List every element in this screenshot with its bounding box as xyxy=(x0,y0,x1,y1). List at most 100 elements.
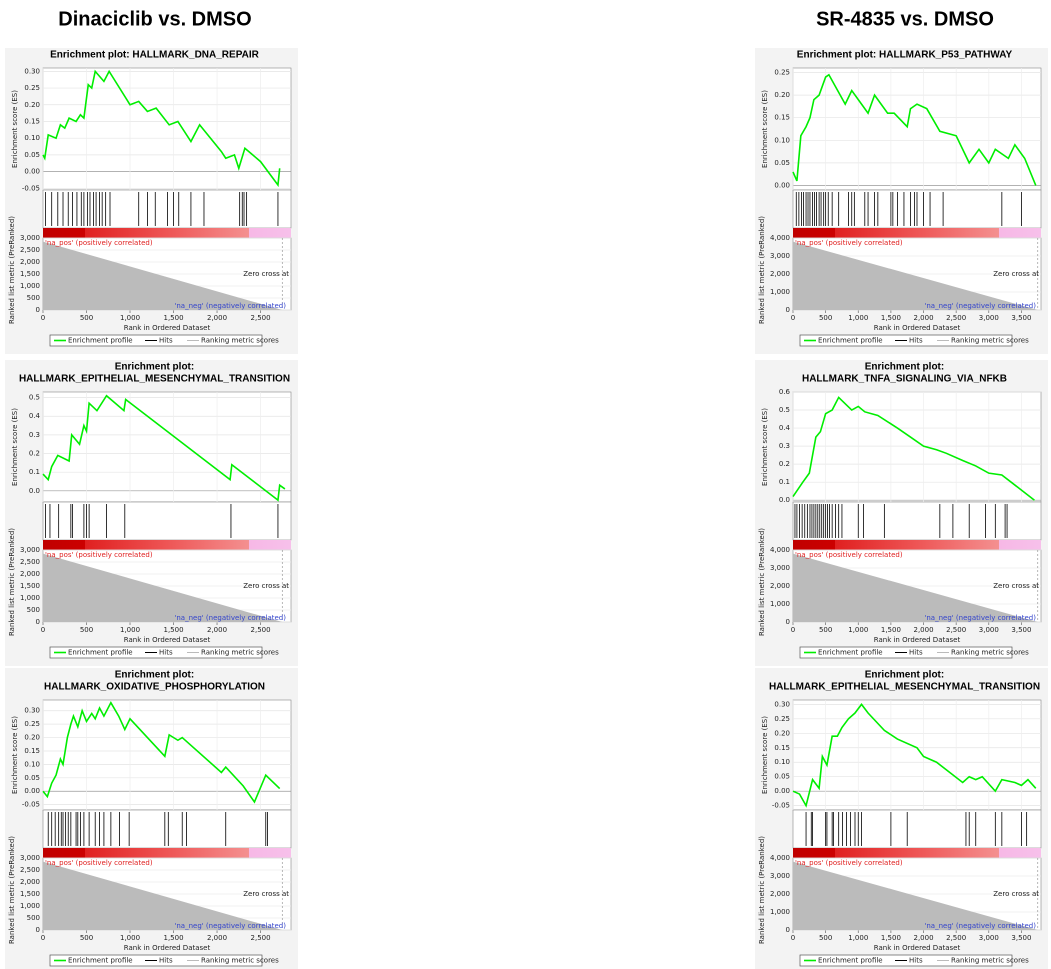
neg-label: 'na_neg' (negatively correlated) xyxy=(924,614,1036,622)
enrichment-profile xyxy=(792,396,1035,501)
y-tick-label: 2,500 xyxy=(20,558,40,566)
y-tick-label: 4,000 xyxy=(770,234,790,242)
metric-axis-label: Ranked list metric (PreRanked) xyxy=(8,216,16,324)
es-plot-area xyxy=(792,391,1042,503)
y-tick-label: 2,000 xyxy=(770,270,790,278)
chart-title: Enrichment plot: HALLMARK_P53_PATHWAY xyxy=(797,50,1013,61)
y-tick-label: -0.05 xyxy=(22,184,40,192)
metric-axis-label: Ranked list metric (PreRanked) xyxy=(758,528,766,636)
legend-label: Ranking metric scores xyxy=(951,337,1029,345)
y-tick-label: 0.2 xyxy=(29,450,40,458)
x-axis-label: Rank in Ordered Dataset xyxy=(124,944,211,952)
y-tick-label: 1,500 xyxy=(20,582,40,590)
pos-label: 'na_pos' (positively correlated) xyxy=(795,551,903,559)
x-tick-label: 1,000 xyxy=(120,934,140,942)
chart-title: HALLMARK_OXIDATIVE_PHOSPHORYLATION xyxy=(44,682,265,693)
chart-title: Enrichment plot: xyxy=(115,362,194,373)
y-tick-label: 3,000 xyxy=(770,872,790,880)
y-tick-label: 4,000 xyxy=(770,546,790,554)
rank-color-bar xyxy=(793,848,1041,858)
y-tick-label: 0.10 xyxy=(774,758,790,766)
y-tick-label: 2,000 xyxy=(770,890,790,898)
y-tick-label: 0.0 xyxy=(29,487,40,495)
y-tick-label: 0.25 xyxy=(774,715,790,723)
chart-title: Enrichment plot: xyxy=(115,670,194,681)
x-tick-label: 2,000 xyxy=(914,314,934,322)
x-tick-label: 1,500 xyxy=(164,934,184,942)
y-tick-label: 1,000 xyxy=(20,902,40,910)
x-tick-label: 3,500 xyxy=(1011,314,1031,322)
legend-label: Hits xyxy=(909,957,923,965)
y-tick-label: 0.4 xyxy=(29,412,41,420)
x-tick-label: 1,000 xyxy=(120,314,140,322)
chart-title: Enrichment plot: xyxy=(865,670,944,681)
x-tick-label: 500 xyxy=(819,626,832,634)
y-tick-label: 3,000 xyxy=(770,252,790,260)
enrichment-profile xyxy=(42,701,281,804)
x-tick-label: 500 xyxy=(819,314,832,322)
es-plot-area xyxy=(42,699,292,811)
y-axis-label: Enrichment score (ES) xyxy=(761,716,769,794)
enrichment-profile xyxy=(792,73,1037,186)
y-tick-label: 0.00 xyxy=(24,787,40,795)
hits-area xyxy=(792,501,1042,541)
zero-cross-label: Zero cross at xyxy=(993,890,1039,898)
x-axis-label: Rank in Ordered Dataset xyxy=(124,636,211,644)
legend-label: Enrichment profile xyxy=(68,337,133,345)
y-tick-label: 0.3 xyxy=(29,431,40,439)
y-axis-label: Enrichment score (ES) xyxy=(761,408,769,486)
y-tick-label: 3,000 xyxy=(20,854,40,862)
heading: Dinaciclib vs. DMSO xyxy=(58,8,251,30)
legend-label: Enrichment profile xyxy=(68,957,133,965)
neg-label: 'na_neg' (negatively correlated) xyxy=(924,922,1036,930)
neg-label: 'na_neg' (negatively correlated) xyxy=(174,922,286,930)
y-tick-label: 0.30 xyxy=(774,700,790,708)
metric-axis-label: Ranked list metric (PreRanked) xyxy=(8,528,16,636)
chart-title: HALLMARK_EPITHELIAL_MESENCHYMAL_TRANSITI… xyxy=(769,682,1040,693)
neg-label: 'na_neg' (negatively correlated) xyxy=(174,302,286,310)
x-axis-label: Rank in Ordered Dataset xyxy=(874,944,961,952)
y-tick-label: 500 xyxy=(27,294,40,302)
y-tick-label: 0.5 xyxy=(779,406,790,414)
metric-axis-label: Ranked list metric (PreRanked) xyxy=(8,836,16,944)
y-axis-label: Enrichment score (ES) xyxy=(11,716,19,794)
y-tick-label: 2,000 xyxy=(20,878,40,886)
y-tick-label: 0.05 xyxy=(24,774,40,782)
pos-label: 'na_pos' (positively correlated) xyxy=(45,239,153,247)
y-tick-label: 0.20 xyxy=(24,734,40,742)
rank-color-bar xyxy=(793,228,1041,238)
hits-area xyxy=(42,501,292,541)
y-tick-label: 0.5 xyxy=(29,394,40,402)
legend-label: Enrichment profile xyxy=(68,649,133,657)
y-tick-label: 0.1 xyxy=(779,478,790,486)
legend-label: Hits xyxy=(159,649,173,657)
y-tick-label: 0.4 xyxy=(779,424,791,432)
metric-axis-label: Ranked list metric (PreRanked) xyxy=(758,216,766,324)
hits-area xyxy=(42,809,292,849)
y-tick-label: 0 xyxy=(36,618,40,626)
metric-area xyxy=(43,861,283,930)
y-tick-label: 0.15 xyxy=(24,117,40,125)
x-tick-label: 1,000 xyxy=(848,314,868,322)
legend-label: Ranking metric scores xyxy=(951,649,1029,657)
legend-label: Hits xyxy=(159,337,173,345)
y-tick-label: 0 xyxy=(786,306,790,314)
x-tick-label: 500 xyxy=(819,934,832,942)
x-axis-label: Rank in Ordered Dataset xyxy=(124,324,211,332)
y-tick-label: 0.0 xyxy=(779,496,790,504)
x-tick-label: 0 xyxy=(41,934,45,942)
x-tick-label: 3,000 xyxy=(979,314,999,322)
y-axis-label: Enrichment score (ES) xyxy=(761,90,769,168)
x-axis-label: Rank in Ordered Dataset xyxy=(874,324,961,332)
y-tick-label: 0.05 xyxy=(24,151,40,159)
chart-title: HALLMARK_TNFA_SIGNALING_VIA_NFKB xyxy=(802,374,1007,385)
legend-label: Hits xyxy=(909,337,923,345)
y-tick-label: 0 xyxy=(786,618,790,626)
x-tick-label: 2,500 xyxy=(251,626,271,634)
y-tick-label: 1,000 xyxy=(770,600,790,608)
zero-cross-label: Zero cross at xyxy=(243,270,289,278)
x-tick-label: 1,000 xyxy=(848,626,868,634)
es-plot-area xyxy=(792,67,1042,191)
legend-label: Hits xyxy=(159,957,173,965)
y-axis-label: Enrichment score (ES) xyxy=(11,408,19,486)
